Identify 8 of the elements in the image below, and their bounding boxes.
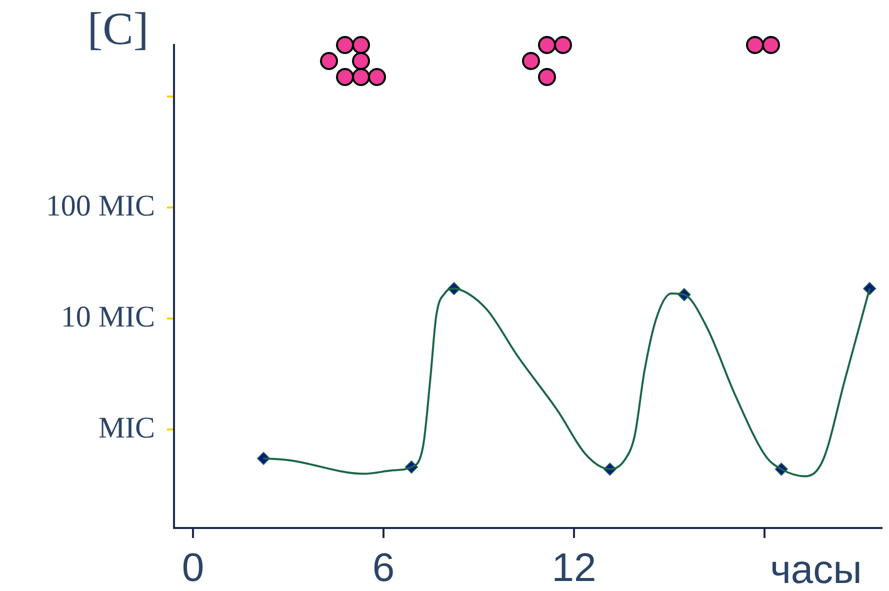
x-axis-title: часы — [770, 548, 862, 591]
x-tick-label: 6 — [372, 546, 395, 590]
y-tick-label: MIC — [98, 411, 155, 444]
y-tick-label: 100 MIC — [46, 189, 155, 222]
x-tick-label: 0 — [182, 546, 204, 590]
x-tick-label: 12 — [552, 546, 596, 590]
y-tick-label: 10 MIC — [60, 300, 155, 334]
y-axis-title: [C] — [87, 3, 149, 54]
